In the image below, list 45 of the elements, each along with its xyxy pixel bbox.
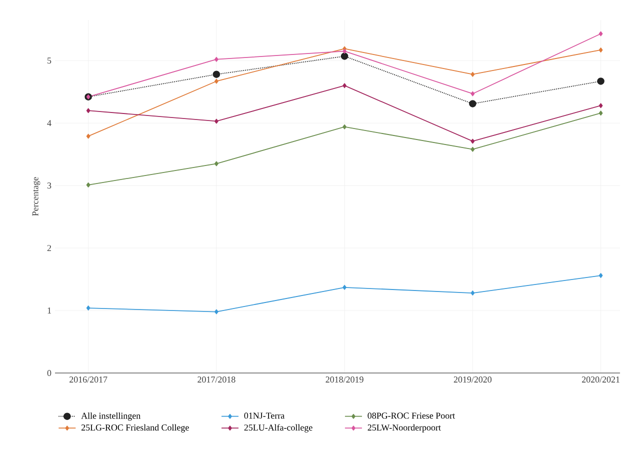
point xyxy=(598,110,603,116)
point xyxy=(470,72,475,77)
x-tick-label: 2019/2020 xyxy=(454,376,492,383)
point xyxy=(470,91,475,96)
point xyxy=(598,273,603,278)
point xyxy=(86,108,90,114)
point xyxy=(342,83,346,88)
y-tick-label: 0 xyxy=(47,370,52,376)
legend-label: 08PG-ROC Friese Poort xyxy=(368,412,456,419)
point xyxy=(470,146,475,152)
legend-label: 01NJ-Terra xyxy=(244,412,285,419)
x-tick-label: 2020/2021 xyxy=(582,376,620,383)
y-axis-title: Percentage xyxy=(32,177,40,216)
y-tick-label: 2 xyxy=(47,245,51,252)
point xyxy=(340,52,348,60)
point xyxy=(342,284,346,290)
legend-label: 25LU-Alfa-college xyxy=(244,424,312,432)
point xyxy=(598,48,603,52)
point xyxy=(214,78,218,84)
point xyxy=(598,31,603,36)
point xyxy=(598,103,603,108)
point xyxy=(86,134,90,139)
y-tick-label: 1 xyxy=(48,308,51,314)
point xyxy=(86,306,90,310)
point xyxy=(214,118,218,124)
point xyxy=(212,70,220,78)
point xyxy=(597,78,604,85)
point xyxy=(214,56,218,62)
y-tick-label: 4 xyxy=(47,120,52,126)
y-tick-label: 5 xyxy=(48,58,52,64)
point xyxy=(342,48,346,54)
legend-label: 25LW-Noorderpoort xyxy=(368,424,441,432)
point xyxy=(469,100,476,108)
legend-label: Alle instellingen xyxy=(81,412,140,421)
x-tick-label: 2016/2017 xyxy=(70,376,108,383)
x-tick-label: 2018/2019 xyxy=(326,376,364,383)
point xyxy=(470,138,475,144)
point xyxy=(470,290,475,296)
point xyxy=(86,182,90,188)
legend-label: 25LG-ROC Friesland College xyxy=(81,424,189,432)
x-tick-label: 2017/2018 xyxy=(198,376,236,383)
point xyxy=(214,161,218,166)
y-tick-label: 3 xyxy=(47,182,52,189)
point xyxy=(214,309,218,314)
point xyxy=(342,124,346,130)
